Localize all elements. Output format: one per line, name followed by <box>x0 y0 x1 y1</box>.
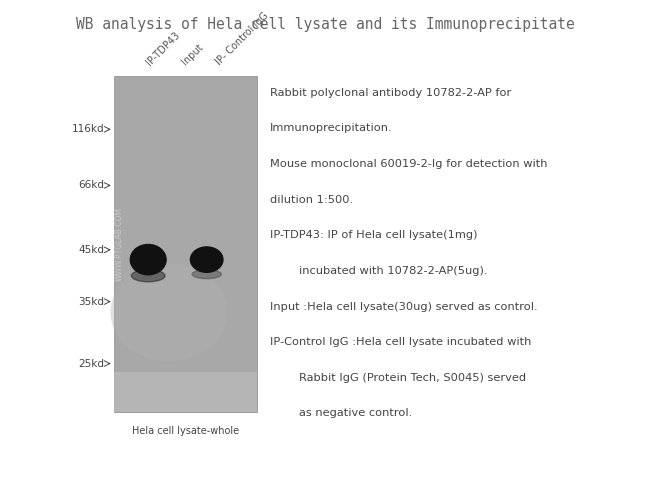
Text: Input: Input <box>179 42 205 67</box>
Ellipse shape <box>192 270 221 279</box>
Text: WWW.PTGLAB.COM: WWW.PTGLAB.COM <box>114 207 124 281</box>
Text: IP-TDP43: IP-TDP43 <box>144 30 182 67</box>
Text: Rabbit polyclonal antibody 10782-2-AP for: Rabbit polyclonal antibody 10782-2-AP fo… <box>270 88 511 98</box>
Ellipse shape <box>111 264 228 361</box>
Text: 25kd: 25kd <box>78 359 104 368</box>
Text: as negative control.: as negative control. <box>270 408 412 418</box>
Text: 45kd: 45kd <box>78 245 104 255</box>
Text: incubated with 10782-2-AP(5ug).: incubated with 10782-2-AP(5ug). <box>270 266 488 276</box>
Text: WB analysis of Hela cell lysate and its Immunoprecipitate: WB analysis of Hela cell lysate and its … <box>75 17 575 32</box>
Ellipse shape <box>131 244 166 275</box>
Text: IP-TDP43: IP of Hela cell lysate(1mg): IP-TDP43: IP of Hela cell lysate(1mg) <box>270 230 477 240</box>
Text: IP-Control IgG :Hela cell lysate incubated with: IP-Control IgG :Hela cell lysate incubat… <box>270 337 531 347</box>
Text: Input :Hela cell lysate(30ug) served as control.: Input :Hela cell lysate(30ug) served as … <box>270 302 538 311</box>
Text: 116kd: 116kd <box>72 124 104 134</box>
Text: Hela cell lysate-whole: Hela cell lysate-whole <box>132 426 239 435</box>
Bar <box>114 76 257 412</box>
Text: 35kd: 35kd <box>78 297 104 306</box>
Ellipse shape <box>131 269 165 282</box>
Text: Rabbit IgG (Protein Tech, S0045) served: Rabbit IgG (Protein Tech, S0045) served <box>270 373 526 383</box>
Text: IP- Control IgG: IP- Control IgG <box>214 11 270 67</box>
Text: Immunoprecipitation.: Immunoprecipitation. <box>270 123 393 133</box>
Text: dilution 1:500.: dilution 1:500. <box>270 195 353 204</box>
Ellipse shape <box>190 247 223 272</box>
Text: Mouse monoclonal 60019-2-Ig for detection with: Mouse monoclonal 60019-2-Ig for detectio… <box>270 159 547 169</box>
Bar <box>114 372 257 412</box>
Text: 66kd: 66kd <box>78 181 104 190</box>
